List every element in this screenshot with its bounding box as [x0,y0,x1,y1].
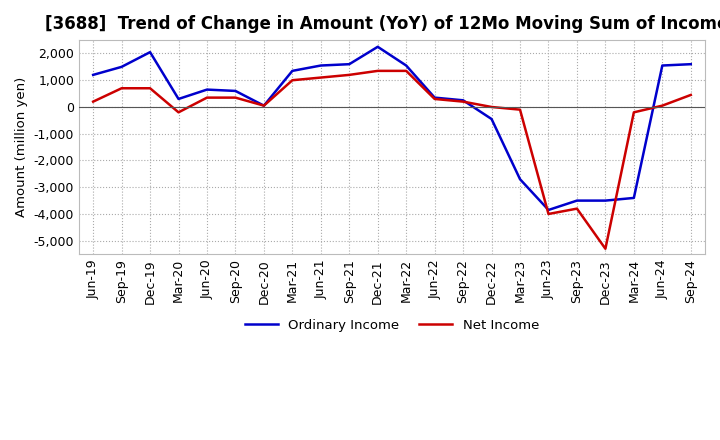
Ordinary Income [117,64,126,70]
Net Income [544,211,553,216]
Net Income [572,206,581,211]
Net Income [145,86,154,91]
Net Income [174,110,183,115]
Ordinary Income [601,198,610,203]
Ordinary Income [288,68,297,73]
Net Income [89,99,97,104]
Y-axis label: Amount (million yen): Amount (million yen) [15,77,28,217]
Ordinary Income [572,198,581,203]
Net Income [288,77,297,83]
Ordinary Income [686,62,695,67]
Net Income [117,86,126,91]
Ordinary Income [374,44,382,49]
Ordinary Income [402,63,410,68]
Ordinary Income [202,87,211,92]
Net Income [202,95,211,100]
Ordinary Income [431,95,439,100]
Net Income [317,75,325,80]
Ordinary Income [345,62,354,67]
Net Income [686,92,695,98]
Net Income [345,72,354,77]
Net Income [402,68,410,73]
Net Income [601,246,610,251]
Ordinary Income [459,98,467,103]
Legend: Ordinary Income, Net Income: Ordinary Income, Net Income [240,314,544,337]
Ordinary Income [231,88,240,94]
Net Income [487,104,496,110]
Ordinary Income [658,63,667,68]
Net Income [374,68,382,73]
Ordinary Income [89,72,97,77]
Net Income [260,103,269,108]
Ordinary Income [260,103,269,108]
Net Income [231,95,240,100]
Net Income [431,96,439,102]
Line: Net Income: Net Income [93,71,690,249]
Net Income [629,110,638,115]
Ordinary Income [487,116,496,121]
Net Income [459,99,467,104]
Ordinary Income [174,96,183,102]
Net Income [516,107,524,112]
Ordinary Income [544,207,553,213]
Line: Ordinary Income: Ordinary Income [93,47,690,210]
Title: [3688]  Trend of Change in Amount (YoY) of 12Mo Moving Sum of Incomes: [3688] Trend of Change in Amount (YoY) o… [45,15,720,33]
Ordinary Income [145,50,154,55]
Ordinary Income [516,176,524,182]
Net Income [658,103,667,108]
Ordinary Income [317,63,325,68]
Ordinary Income [629,195,638,201]
